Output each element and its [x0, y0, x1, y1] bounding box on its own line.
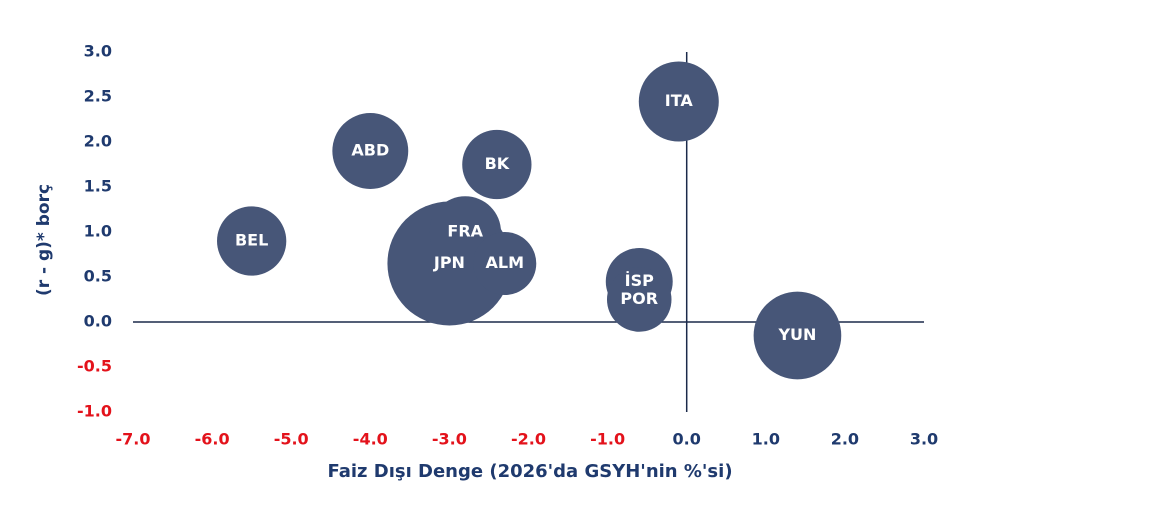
- bubble: [462, 129, 532, 200]
- y-tick-label: 1.5: [84, 177, 112, 196]
- bubble-label: FRA: [447, 222, 483, 241]
- x-axis-label: Faiz Dışı Denge (2026'da GSYH'nin %'si): [327, 461, 732, 482]
- bubble-label: İSP: [625, 271, 654, 290]
- x-tick-label: -1.0: [590, 430, 625, 449]
- x-tick-label: 2.0: [831, 430, 859, 449]
- y-tick-label: 1.0: [84, 222, 112, 241]
- bubble-label: ABD: [351, 141, 389, 160]
- y-tick-label: 0.0: [84, 312, 112, 331]
- y-tick-label: 0.5: [84, 267, 112, 286]
- x-tick-label: 1.0: [752, 430, 780, 449]
- bubble-label: ALM: [486, 253, 525, 272]
- x-tick-label: -7.0: [116, 430, 151, 449]
- bubble: [473, 232, 537, 295]
- bubble: [638, 61, 719, 142]
- bubble: [332, 113, 409, 189]
- bubble: [606, 267, 672, 332]
- bubble: [753, 291, 842, 380]
- y-tick-label: 2.0: [84, 132, 112, 151]
- y-tick-label: -0.5: [77, 357, 112, 376]
- bubble-label: BEL: [235, 231, 268, 250]
- y-tick-label: 3.0: [84, 42, 112, 61]
- bubble-label: POR: [620, 289, 658, 308]
- x-tick-label: -5.0: [274, 430, 309, 449]
- bubble-label: YUN: [777, 325, 816, 344]
- bubble: [217, 206, 287, 276]
- y-tick-label: 2.5: [84, 87, 112, 106]
- x-tick-label: -6.0: [195, 430, 230, 449]
- x-tick-label: -4.0: [353, 430, 388, 449]
- x-tick-label: 3.0: [910, 430, 938, 449]
- y-axis-label: (r - g)* borç: [34, 184, 54, 296]
- y-tick-label: -1.0: [77, 402, 112, 421]
- x-tick-label: -2.0: [511, 430, 546, 449]
- x-tick-label: -3.0: [432, 430, 467, 449]
- bubble-label: ITA: [665, 91, 694, 110]
- bubble-label: BK: [485, 154, 510, 173]
- x-tick-label: 0.0: [673, 430, 701, 449]
- bubble-label: JPN: [433, 253, 465, 272]
